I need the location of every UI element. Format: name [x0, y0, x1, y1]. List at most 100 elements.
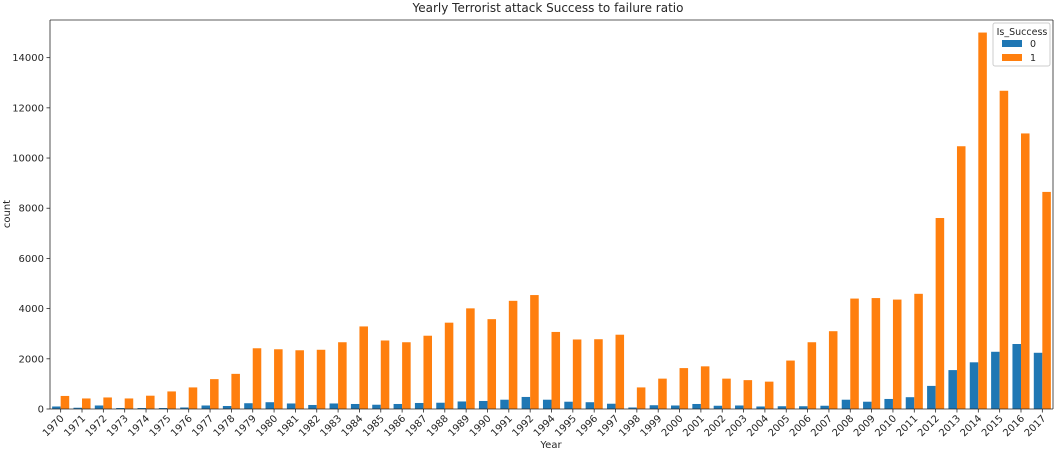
- x-tick-label-1985: 1985: [361, 413, 387, 439]
- y-tick-label-0: 0: [38, 405, 44, 416]
- x-tick-label-1999: 1999: [639, 413, 665, 439]
- bar-series-1-1999: [658, 378, 667, 409]
- bar-series-1-2008: [850, 298, 859, 409]
- legend-label-0: 0: [1030, 39, 1036, 50]
- bar-series-0-1974: [137, 408, 147, 409]
- bar-series-0-2014: [969, 362, 979, 409]
- y-tick-label-8000: 8000: [19, 204, 44, 215]
- y-tick-label-10000: 10000: [12, 154, 44, 165]
- bar-series-1-2013: [956, 146, 966, 410]
- bar-series-0-1992: [521, 396, 531, 409]
- bar-series-0-1994: [542, 399, 552, 409]
- x-tick-label-1980: 1980: [254, 413, 280, 439]
- bar-series-1-1982: [316, 349, 326, 409]
- bar-series-0-1988: [436, 402, 445, 409]
- bar-series-0-1997: [606, 403, 616, 409]
- bar-series-1-2001: [700, 366, 710, 409]
- x-tick-label-1998: 1998: [617, 413, 643, 439]
- x-tick-label-2001: 2001: [681, 413, 707, 439]
- bar-series-1-1996: [594, 339, 603, 409]
- x-tick-label-2008: 2008: [831, 413, 857, 439]
- bar-series-1-1992: [530, 295, 539, 409]
- x-tick-label-1992: 1992: [511, 413, 537, 439]
- x-tick-label-1972: 1972: [84, 413, 110, 439]
- bar-series-0-1989: [457, 401, 467, 409]
- chart-title: Yearly Terrorist attack Success to failu…: [412, 1, 684, 15]
- bar-series-1-2005: [786, 360, 795, 409]
- bar-series-0-2002: [713, 405, 723, 409]
- bar-series-1-1970: [60, 395, 70, 409]
- bar-series-0-2015: [991, 351, 1000, 409]
- y-tick-label-6000: 6000: [19, 254, 44, 265]
- bar-series-1-2006: [807, 342, 817, 409]
- y-tick-label-2000: 2000: [19, 354, 44, 365]
- x-tick-label-2011: 2011: [895, 413, 921, 439]
- bar-series-0-1985: [372, 404, 381, 409]
- bar-series-0-2011: [905, 397, 915, 409]
- bar-series-1-2011: [914, 293, 923, 409]
- bar-series-1-1990: [487, 319, 497, 409]
- x-tick-label-1989: 1989: [446, 413, 472, 439]
- bar-series-0-1978: [222, 405, 232, 409]
- bar-series-0-1970: [52, 406, 61, 409]
- bar-series-0-1980: [265, 402, 275, 409]
- x-tick-label-1982: 1982: [297, 413, 323, 439]
- bar-series-1-1981: [295, 350, 304, 409]
- x-tick-label-1997: 1997: [596, 413, 622, 439]
- legend-title: Is_Success: [997, 27, 1048, 38]
- bar-series-0-1982: [308, 404, 317, 409]
- x-tick-label-1988: 1988: [425, 413, 451, 439]
- bar-series-0-2009: [863, 401, 872, 409]
- x-tick-label-1970: 1970: [41, 413, 67, 439]
- bar-series-1-1984: [359, 326, 368, 409]
- x-tick-label-2006: 2006: [788, 413, 814, 439]
- x-tick-label-1996: 1996: [575, 413, 601, 439]
- x-tick-label-2016: 2016: [1001, 413, 1027, 439]
- x-tick-label-2009: 2009: [852, 413, 878, 439]
- x-tick-label-2004: 2004: [745, 413, 771, 439]
- x-tick-label-1979: 1979: [233, 413, 259, 439]
- bar-series-0-2005: [777, 406, 787, 409]
- x-tick-label-1986: 1986: [382, 413, 408, 439]
- bar-series-0-2016: [1012, 344, 1021, 409]
- bar-series-1-1976: [188, 387, 198, 409]
- bar-series-1-1973: [124, 398, 134, 409]
- x-tick-label-1971: 1971: [62, 413, 88, 439]
- bar-series-0-2013: [948, 370, 957, 409]
- x-tick-label-1974: 1974: [126, 413, 152, 439]
- bar-series-1-1994: [551, 331, 561, 409]
- bar-series-0-1979: [244, 403, 253, 409]
- bar-series-0-2017: [1033, 352, 1043, 409]
- bars-layer: [52, 32, 1051, 410]
- x-tick-label-2010: 2010: [873, 413, 899, 439]
- x-tick-label-1983: 1983: [318, 413, 344, 439]
- bar-series-1-1995: [572, 339, 582, 409]
- bar-series-1-1991: [508, 300, 518, 409]
- bar-series-1-2014: [978, 32, 987, 410]
- x-tick-label-1984: 1984: [340, 413, 366, 439]
- bar-series-1-2002: [722, 378, 731, 409]
- x-tick-label-1991: 1991: [489, 413, 515, 439]
- y-axis-label: count: [2, 200, 13, 228]
- x-tick-label-2017: 2017: [1023, 413, 1049, 439]
- bar-series-1-1971: [82, 398, 91, 409]
- bar-series-0-1971: [73, 407, 83, 409]
- bar-series-0-2008: [841, 399, 851, 409]
- bar-series-0-1983: [329, 403, 339, 409]
- x-tick-label-1994: 1994: [532, 413, 558, 439]
- y-tick-label-12000: 12000: [12, 103, 44, 114]
- bar-series-1-1980: [274, 349, 283, 409]
- bar-series-0-1973: [116, 408, 125, 409]
- bar-series-0-1981: [286, 403, 296, 409]
- bar-series-1-1983: [338, 342, 347, 409]
- bar-series-0-1972: [94, 405, 104, 409]
- bar-series-0-1998: [628, 407, 637, 409]
- x-tick-label-2002: 2002: [703, 413, 729, 439]
- x-tick-label-1981: 1981: [276, 413, 302, 439]
- legend-swatch-1: [1002, 54, 1022, 61]
- bar-series-1-1974: [146, 395, 155, 409]
- bar-series-1-2000: [679, 368, 689, 409]
- bar-series-1-1979: [252, 348, 262, 409]
- bar-series-1-2017: [1042, 191, 1051, 409]
- bar-series-1-2016: [1020, 133, 1030, 409]
